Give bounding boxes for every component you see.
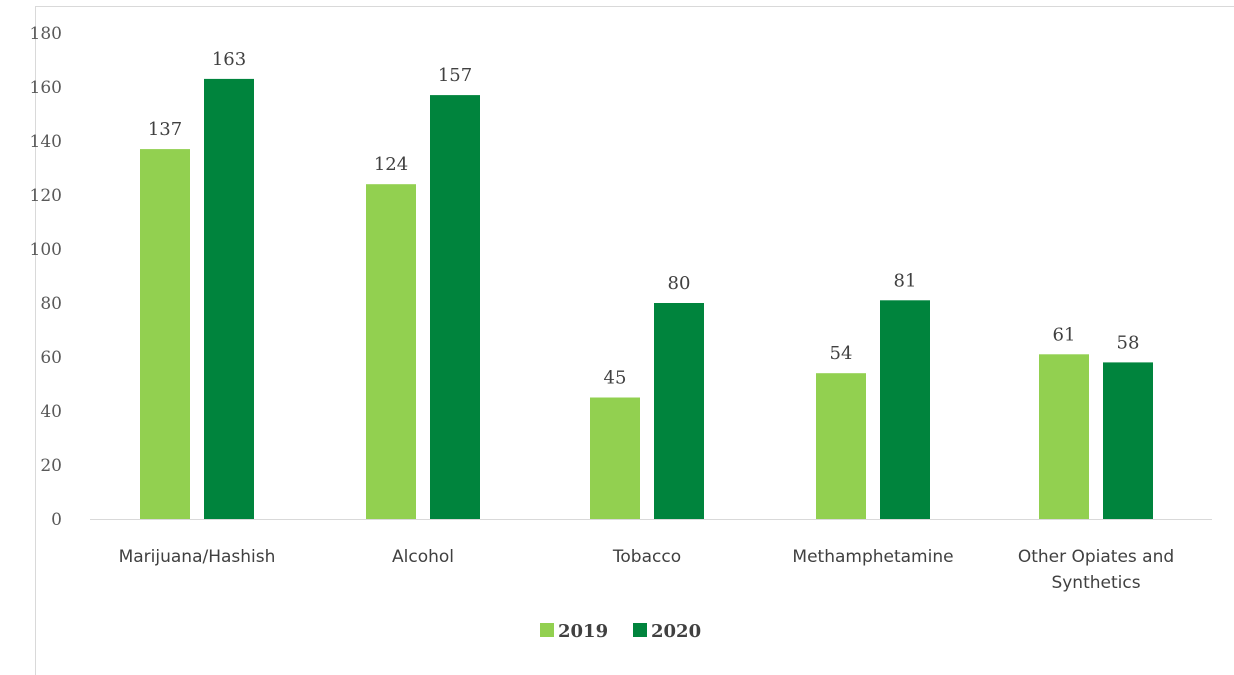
- bar-2020: [430, 95, 480, 519]
- legend-swatch-2019: [540, 623, 554, 637]
- y-tick-label: 160: [30, 78, 62, 98]
- bar-2019: [816, 373, 866, 519]
- bar-2019: [140, 149, 190, 519]
- bar-2019: [590, 397, 640, 519]
- data-label: 61: [1053, 324, 1076, 345]
- category-label-line: Other Opiates and: [1018, 547, 1174, 567]
- data-label: 45: [604, 368, 627, 389]
- bar-2019: [366, 184, 416, 519]
- category-label-line: Marijuana/Hashish: [119, 547, 276, 567]
- x-category-label: Marijuana/Hashish: [119, 547, 276, 567]
- bar-2020: [1103, 362, 1153, 519]
- x-category-label: Tobacco: [612, 547, 681, 567]
- y-tick-label: 120: [30, 186, 62, 206]
- legend-label-2019: 2019: [558, 621, 608, 642]
- x-category-label: Methamphetamine: [792, 547, 953, 567]
- bar-2020: [204, 78, 254, 520]
- legend-swatch-2020: [633, 623, 647, 637]
- x-category-label: Alcohol: [392, 547, 454, 567]
- category-label-line: Methamphetamine: [792, 547, 953, 567]
- data-label: 58: [1117, 332, 1140, 353]
- x-category-label: Other Opiates and Synthetics: [1018, 547, 1174, 593]
- data-label: 81: [894, 270, 917, 291]
- data-label: 163: [212, 49, 246, 70]
- y-tick-label: 140: [30, 132, 62, 152]
- data-label: 137: [148, 119, 182, 140]
- category-label-line: Synthetics: [1051, 573, 1140, 593]
- y-tick-label: 20: [40, 456, 62, 476]
- data-label: 80: [668, 273, 691, 294]
- bar-2019: [1039, 354, 1089, 519]
- y-tick-label: 40: [40, 402, 62, 422]
- data-labels-group: 137 163 124 157 45 80 54 81 61 58: [148, 49, 1140, 389]
- x-axis-category-labels: Marijuana/Hashish Alcohol Tobacco Methamphe…: [119, 547, 1175, 593]
- legend-label-2020: 2020: [651, 621, 701, 642]
- chart-frame: [35, 6, 1234, 675]
- legend: 2019 2020: [540, 621, 701, 642]
- bars-group: [140, 78, 1153, 520]
- category-label-line: Alcohol: [392, 547, 454, 567]
- y-tick-label: 60: [40, 348, 62, 368]
- y-tick-label: 100: [30, 240, 62, 260]
- data-label: 157: [438, 65, 472, 86]
- data-label: 124: [374, 154, 408, 175]
- category-label-line: Tobacco: [612, 547, 681, 567]
- y-tick-label: 180: [30, 24, 62, 44]
- y-tick-label: 0: [51, 510, 62, 530]
- y-axis-tick-labels: 0 20 40 60 80 100 120 140 160 180: [30, 24, 62, 530]
- data-label: 54: [830, 343, 853, 364]
- bar-2020: [880, 300, 930, 519]
- bar-2020: [654, 303, 704, 519]
- y-tick-label: 80: [40, 294, 62, 314]
